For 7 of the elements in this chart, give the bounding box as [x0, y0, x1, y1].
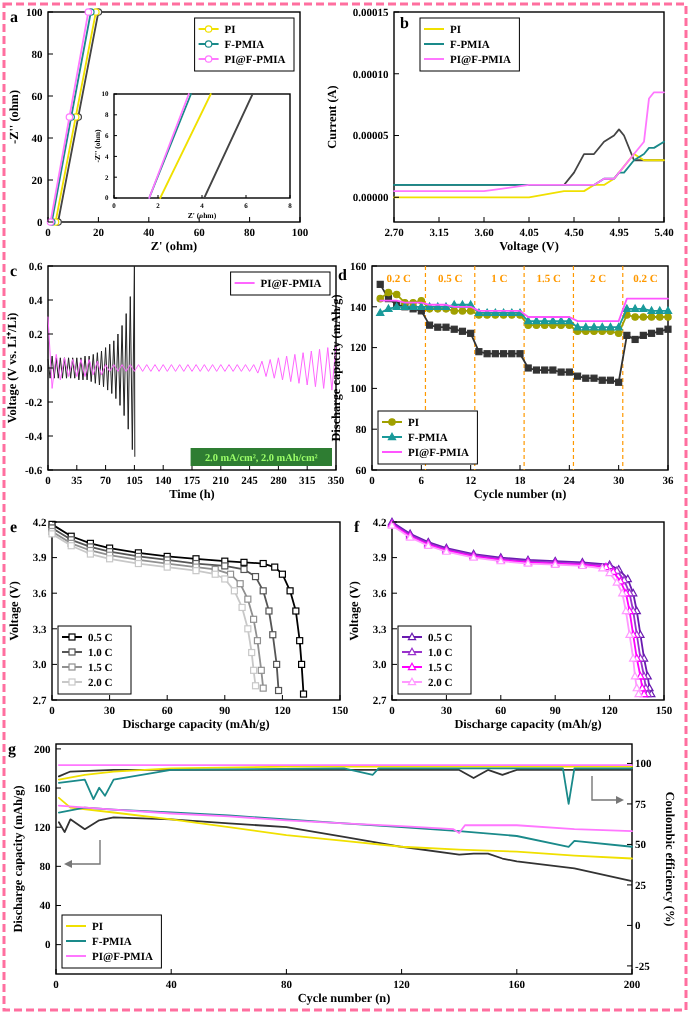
chart-title: d [338, 266, 348, 284]
chart-title: e [10, 518, 18, 536]
chart-title: g [8, 740, 16, 758]
chart-title: a [10, 8, 18, 26]
chart-title: b [400, 14, 410, 32]
chart-title: f [354, 518, 360, 536]
chart-title: c [10, 262, 18, 280]
